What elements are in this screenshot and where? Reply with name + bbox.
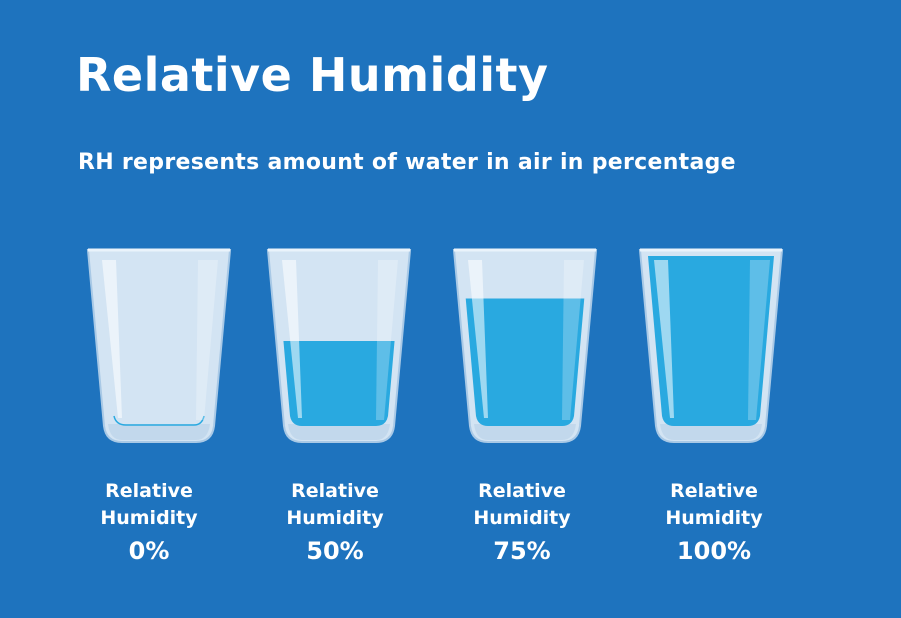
- glass-4-label: Relative Humidity 100%: [624, 478, 804, 568]
- glass-base: [288, 424, 390, 440]
- glass-base: [108, 424, 210, 440]
- humidity-value: 50%: [245, 534, 425, 568]
- glass-2: [266, 248, 412, 444]
- label-line-2: Humidity: [624, 505, 804, 532]
- humidity-value: 0%: [59, 534, 239, 568]
- label-line-2: Humidity: [59, 505, 239, 532]
- label-line-1: Relative: [59, 478, 239, 505]
- glass-3-label: Relative Humidity 75%: [432, 478, 612, 568]
- label-line-2: Humidity: [245, 505, 425, 532]
- label-line-1: Relative: [432, 478, 612, 505]
- glass-2-illustration: [266, 248, 412, 444]
- glass-1-illustration: [86, 248, 232, 444]
- glass-1: [86, 248, 232, 444]
- glass-4: [638, 248, 784, 444]
- page-title: Relative Humidity: [76, 50, 549, 101]
- glass-4-illustration: [638, 248, 784, 444]
- glass-base: [660, 424, 762, 440]
- humidity-value: 100%: [624, 534, 804, 568]
- humidity-value: 75%: [432, 534, 612, 568]
- glass-3: [452, 248, 598, 444]
- glass-2-label: Relative Humidity 50%: [245, 478, 425, 568]
- glass-1-label: Relative Humidity 0%: [59, 478, 239, 568]
- glass-base: [474, 424, 576, 440]
- label-line-1: Relative: [624, 478, 804, 505]
- page-subtitle: RH represents amount of water in air in …: [78, 150, 736, 175]
- label-line-2: Humidity: [432, 505, 612, 532]
- glass-3-illustration: [452, 248, 598, 444]
- label-line-1: Relative: [245, 478, 425, 505]
